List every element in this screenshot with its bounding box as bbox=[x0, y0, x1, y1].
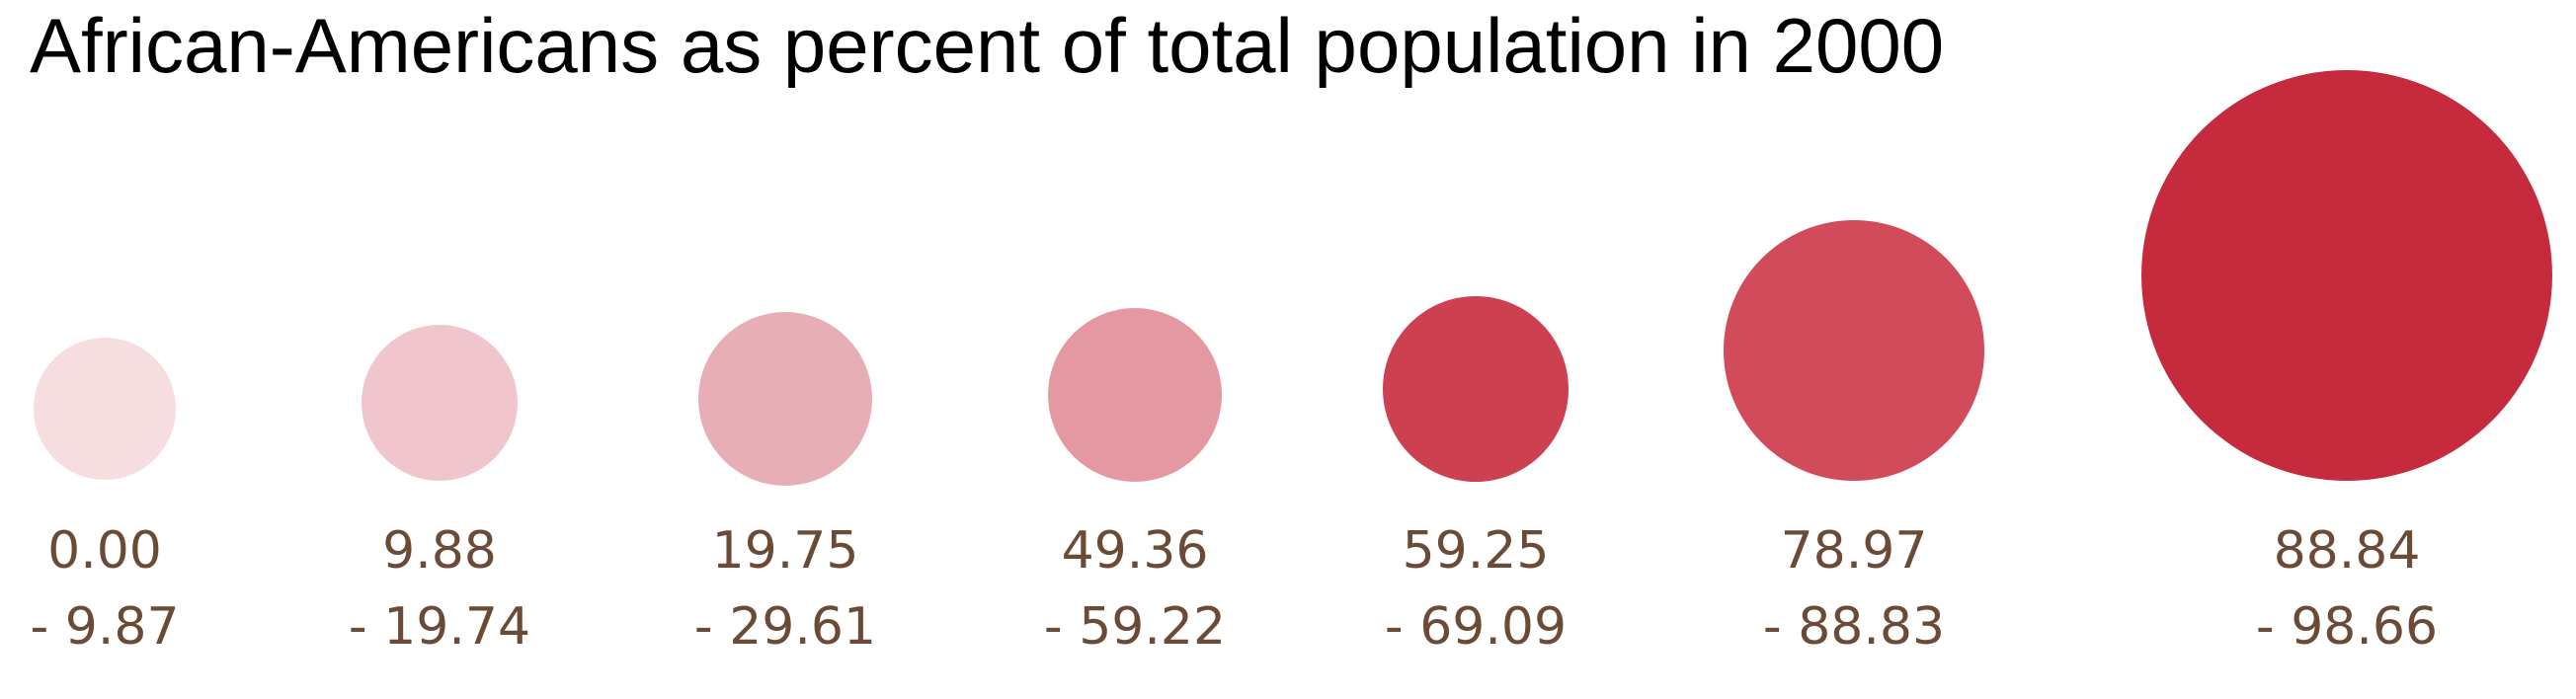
legend-bubble-7 bbox=[2141, 70, 2552, 481]
legend-bubble-1 bbox=[34, 338, 176, 480]
range-from-label-7: 88.84 bbox=[2274, 521, 2421, 581]
range-to-label-6: - 88.83 bbox=[1763, 597, 1945, 657]
range-to-label-2: - 19.74 bbox=[349, 597, 530, 657]
legend-bubble-2 bbox=[362, 325, 518, 481]
chart-title: African-Americans as percent of total po… bbox=[30, 2, 1945, 89]
range-from-label-4: 49.36 bbox=[1062, 521, 1209, 581]
range-from-label-2: 9.88 bbox=[382, 521, 497, 581]
range-from-label-6: 78.97 bbox=[1781, 521, 1928, 581]
range-from-label-1: 0.00 bbox=[47, 521, 162, 581]
range-from-label-3: 19.75 bbox=[712, 521, 859, 581]
range-to-label-1: - 9.87 bbox=[30, 597, 179, 657]
range-to-label-4: - 59.22 bbox=[1044, 597, 1226, 657]
range-to-label-5: - 69.09 bbox=[1385, 597, 1567, 657]
range-from-label-5: 59.25 bbox=[1403, 521, 1550, 581]
legend-bubble-5 bbox=[1383, 296, 1569, 482]
range-to-label-7: - 98.66 bbox=[2256, 597, 2438, 657]
legend-bubble-4 bbox=[1048, 308, 1222, 482]
legend-bubble-6 bbox=[1724, 220, 1984, 481]
range-to-label-3: - 29.61 bbox=[694, 597, 876, 657]
legend-bubble-3 bbox=[698, 312, 872, 486]
